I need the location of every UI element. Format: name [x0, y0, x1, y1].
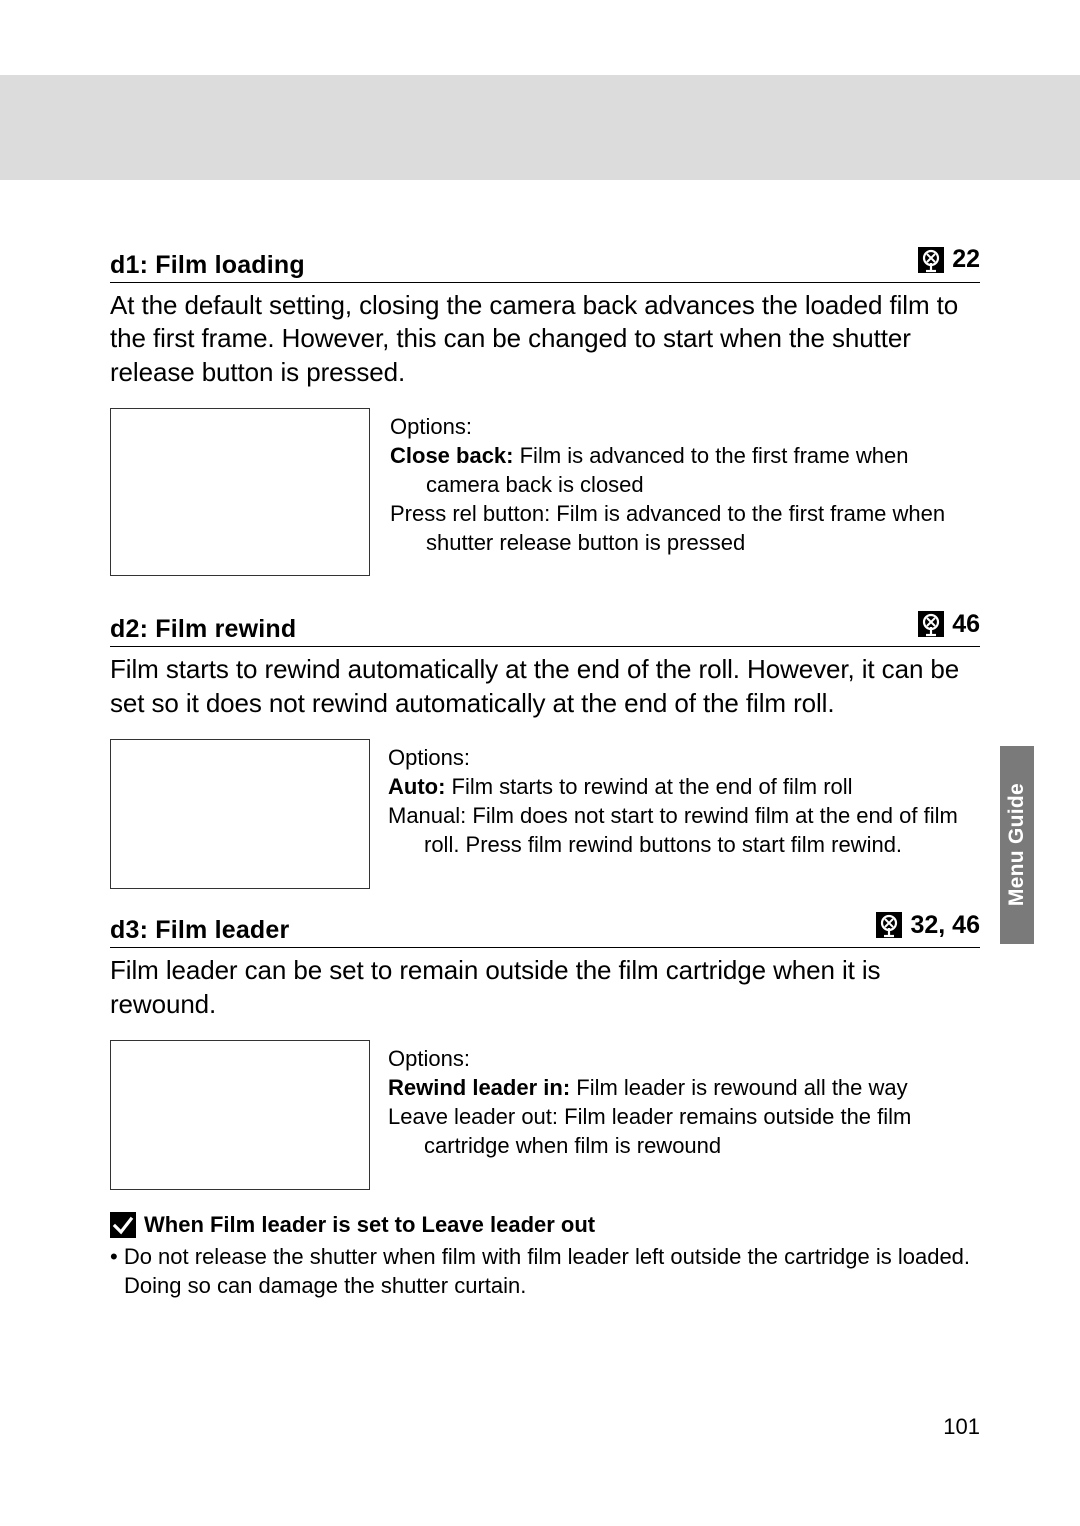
- heading-row-d1: d1: Film loading 22: [110, 245, 980, 283]
- option-d3-1-rest: Film leader is rewound all the way: [570, 1075, 907, 1100]
- heading-title-d3: d3: Film leader: [110, 916, 289, 945]
- options-text-d1: Options: Close back: Film is advanced to…: [390, 408, 980, 557]
- pageref-icon: [918, 611, 944, 637]
- heading-pageref-d3: 32, 46: [876, 911, 980, 940]
- intro-d1: At the default setting, closing the came…: [110, 289, 980, 390]
- pageref-icon: [918, 247, 944, 273]
- note-block: When Film leader is set to Leave leader …: [110, 1212, 980, 1300]
- screen-placeholder-d1: [110, 408, 370, 576]
- options-label-d3: Options:: [388, 1044, 980, 1073]
- pageref-text-d1: 22: [952, 245, 980, 274]
- pageref-text-d2: 46: [952, 610, 980, 639]
- options-label-d2: Options:: [388, 743, 980, 772]
- pageref-icon: [876, 912, 902, 938]
- option-d3-2-rest: Leave leader out: Film leader remains ou…: [388, 1104, 911, 1158]
- heading-row-d2: d2: Film rewind 46: [110, 610, 980, 648]
- side-tab: Menu Guide: [1000, 746, 1034, 944]
- option-d2-2-rest: Manual: Film does not start to rewind fi…: [388, 803, 958, 857]
- option-d1-2-rest: Press rel button: Film is advanced to th…: [390, 501, 945, 555]
- option-d2-1: Auto: Film starts to rewind at the end o…: [388, 772, 980, 801]
- content-area: d1: Film loading 22 At the default s: [110, 60, 980, 1300]
- option-d3-2: Leave leader out: Film leader remains ou…: [388, 1102, 980, 1160]
- side-tab-text: Menu Guide: [1005, 783, 1029, 906]
- heading-title-d1: d1: Film loading: [110, 251, 305, 280]
- screen-placeholder-d2: [110, 739, 370, 889]
- section-d2: d2: Film rewind 46 Film starts to re: [110, 610, 980, 889]
- option-row-d2: Options: Auto: Film starts to rewind at …: [110, 739, 980, 889]
- note-title-text: When Film leader is set to Leave leader …: [144, 1212, 595, 1238]
- options-label-d1: Options:: [390, 412, 980, 441]
- option-d2-1-bold: Auto:: [388, 774, 445, 799]
- screen-placeholder-d3: [110, 1040, 370, 1190]
- option-d3-1: Rewind leader in: Film leader is rewound…: [388, 1073, 980, 1102]
- option-d3-1-bold: Rewind leader in:: [388, 1075, 570, 1100]
- heading-title-d2: d2: Film rewind: [110, 615, 296, 644]
- page-number: 101: [943, 1414, 980, 1440]
- intro-d2: Film starts to rewind automatically at t…: [110, 653, 980, 721]
- section-d3: d3: Film leader 32, 46 Film leader c: [110, 911, 980, 1190]
- section-d1: d1: Film loading 22 At the default s: [110, 245, 980, 576]
- heading-row-d3: d3: Film leader 32, 46: [110, 911, 980, 949]
- note-body: • Do not release the shutter when film w…: [110, 1242, 980, 1300]
- option-d1-1-bold: Close back:: [390, 443, 514, 468]
- options-text-d3: Options: Rewind leader in: Film leader i…: [388, 1040, 980, 1160]
- option-d1-2: Press rel button: Film is advanced to th…: [390, 499, 980, 557]
- option-row-d1: Options: Close back: Film is advanced to…: [110, 408, 980, 576]
- option-d2-1-rest: Film starts to rewind at the end of film…: [445, 774, 852, 799]
- note-title-row: When Film leader is set to Leave leader …: [110, 1212, 980, 1238]
- heading-pageref-d2: 46: [918, 610, 980, 639]
- option-d1-1: Close back: Film is advanced to the firs…: [390, 441, 980, 499]
- option-d2-2: Manual: Film does not start to rewind fi…: [388, 801, 980, 859]
- page: d1: Film loading 22 At the default s: [0, 0, 1080, 1526]
- pageref-text-d3: 32, 46: [910, 911, 980, 940]
- note-icon: [110, 1212, 136, 1238]
- option-row-d3: Options: Rewind leader in: Film leader i…: [110, 1040, 980, 1190]
- heading-pageref-d1: 22: [918, 245, 980, 274]
- options-text-d2: Options: Auto: Film starts to rewind at …: [388, 739, 980, 859]
- intro-d3: Film leader can be set to remain outside…: [110, 954, 980, 1022]
